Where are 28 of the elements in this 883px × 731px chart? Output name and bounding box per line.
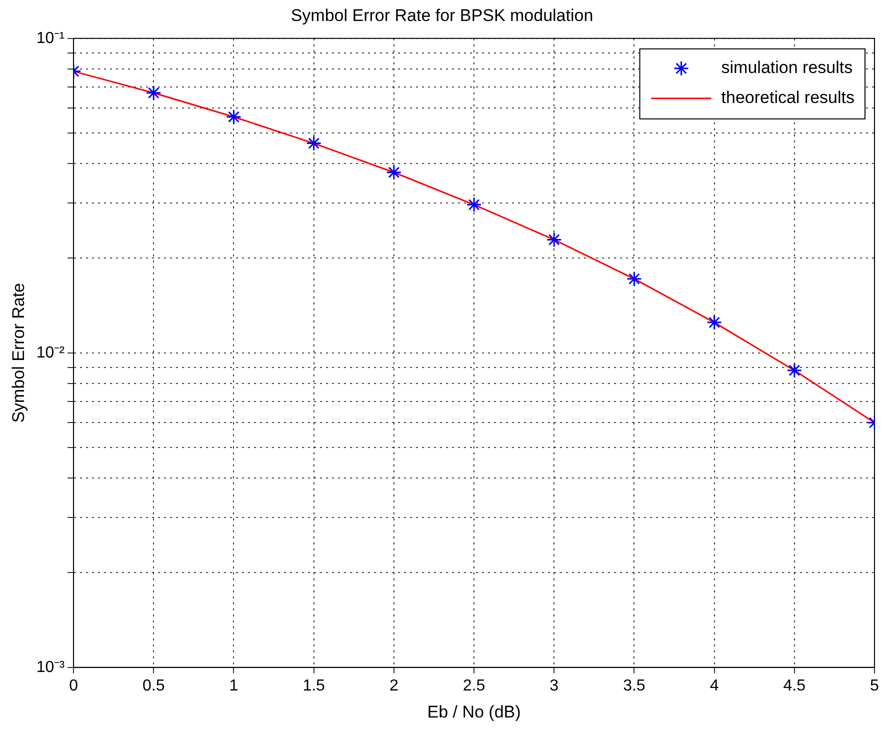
x-tick-label: 0.5 [142,677,165,694]
point [626,271,642,287]
x-tick-label: 3.5 [623,677,646,694]
chart-title: Symbol Error Rate for BPSK modulation [290,6,594,25]
point [146,85,162,101]
point [786,362,802,378]
x-tick-label: 2.5 [462,677,486,694]
x-tick-label: 5 [870,677,880,694]
point [226,109,242,125]
x-tick-label: 1.5 [302,677,326,694]
point [546,232,562,248]
legend-label: simulation results [721,58,853,78]
x-axis-title: Eb / No (dB) [427,702,521,722]
x-tick-label: 4 [710,677,719,694]
x-tick-label: 1 [229,677,238,694]
y-tick-label: 10⁻³ [36,658,66,676]
point [386,164,402,180]
point [706,314,722,330]
x-tick-label: 4.5 [783,677,806,694]
point [466,196,482,212]
x-tick-label: 3 [550,677,559,694]
y-tick-label: 10⁻¹ [36,30,65,47]
y-tick-label: 10⁻² [36,344,66,362]
point [306,136,322,152]
x-tick-label: 0 [69,677,78,694]
x-tick-label: 2 [389,677,398,694]
y-axis-title: Symbol Error Rate [8,282,28,423]
legend-label: theoretical results [721,88,855,108]
